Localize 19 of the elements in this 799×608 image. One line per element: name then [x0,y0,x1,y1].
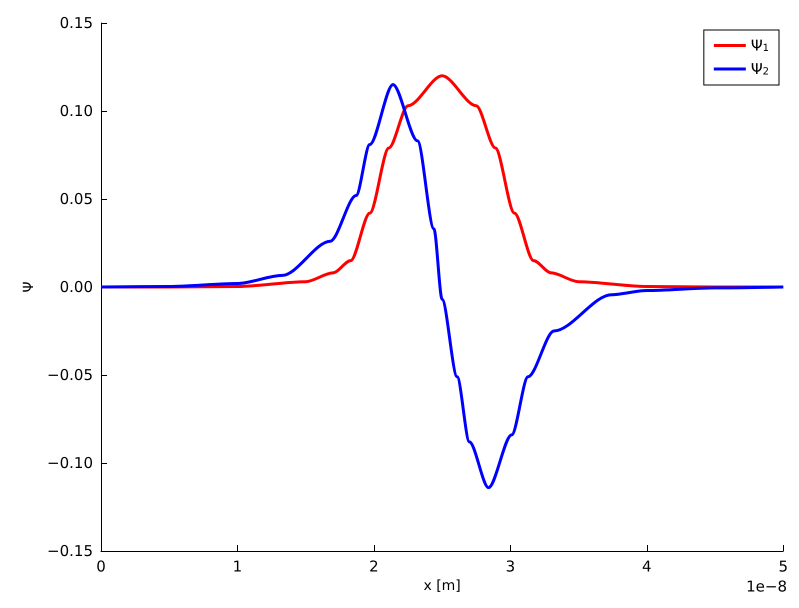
y-tick-label: 0.15 [60,14,93,32]
y-tick-label: 0.10 [60,102,93,120]
y-tick-label: −0.15 [47,542,93,560]
x-tick-label: 5 [778,558,788,576]
y-tick-label: 0.05 [60,190,93,208]
line-series [100,83,785,490]
x-tick-label: 1 [232,558,242,576]
legend-label: Ψ1 [750,36,770,54]
text: 1e−8 [746,578,788,596]
y-tick-label: 0.00 [60,278,93,296]
y-tick-label: −0.05 [47,366,93,384]
x-tick-label: 2 [369,558,379,576]
x-tick-label: 0 [96,558,106,576]
x-tick-label: 3 [506,558,516,576]
x-axis-title: x [m] [423,578,461,594]
y-tick-label: −0.10 [47,454,93,472]
y-axis-title: Ψ [21,281,38,293]
legend-label: Ψ2 [750,60,770,78]
x-tick-label: 4 [642,558,652,576]
